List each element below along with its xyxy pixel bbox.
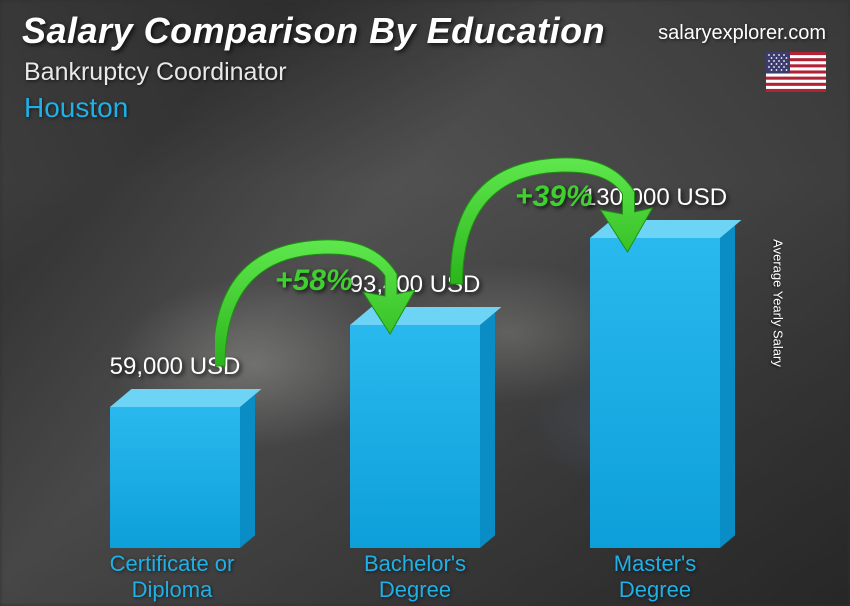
category-label: Master'sDegree <box>555 551 755 602</box>
bar-side <box>240 394 255 548</box>
brand-label: salaryexplorer.com <box>658 22 826 45</box>
brand-prefix: salaryexplorer <box>658 22 783 44</box>
infographic-container: Salary Comparison By Education Bankruptc… <box>0 0 850 606</box>
bar-top <box>110 389 261 407</box>
category-label: Certificate orDiploma <box>62 551 282 602</box>
pct-label: +39% <box>515 180 593 214</box>
bar-front <box>110 407 240 548</box>
bar-cert: 59,000 USD <box>110 407 240 548</box>
pct-label: +58% <box>275 264 353 298</box>
bar-side <box>480 312 495 548</box>
job-title: Bankruptcy Coordinator <box>24 58 287 87</box>
bar-chart: 59,000 USDCertificate orDiploma93,400 US… <box>0 106 850 606</box>
bar-side <box>720 225 735 548</box>
flag-icon <box>766 52 826 92</box>
increase-arrow-0: +58% <box>215 236 415 376</box>
category-label: Bachelor'sDegree <box>310 551 520 602</box>
brand-suffix: .com <box>783 22 826 44</box>
page-title: Salary Comparison By Education <box>22 10 605 52</box>
increase-arrow-1: +39% <box>445 154 660 294</box>
arrow-icon <box>215 236 415 376</box>
arrow-icon <box>445 154 660 294</box>
